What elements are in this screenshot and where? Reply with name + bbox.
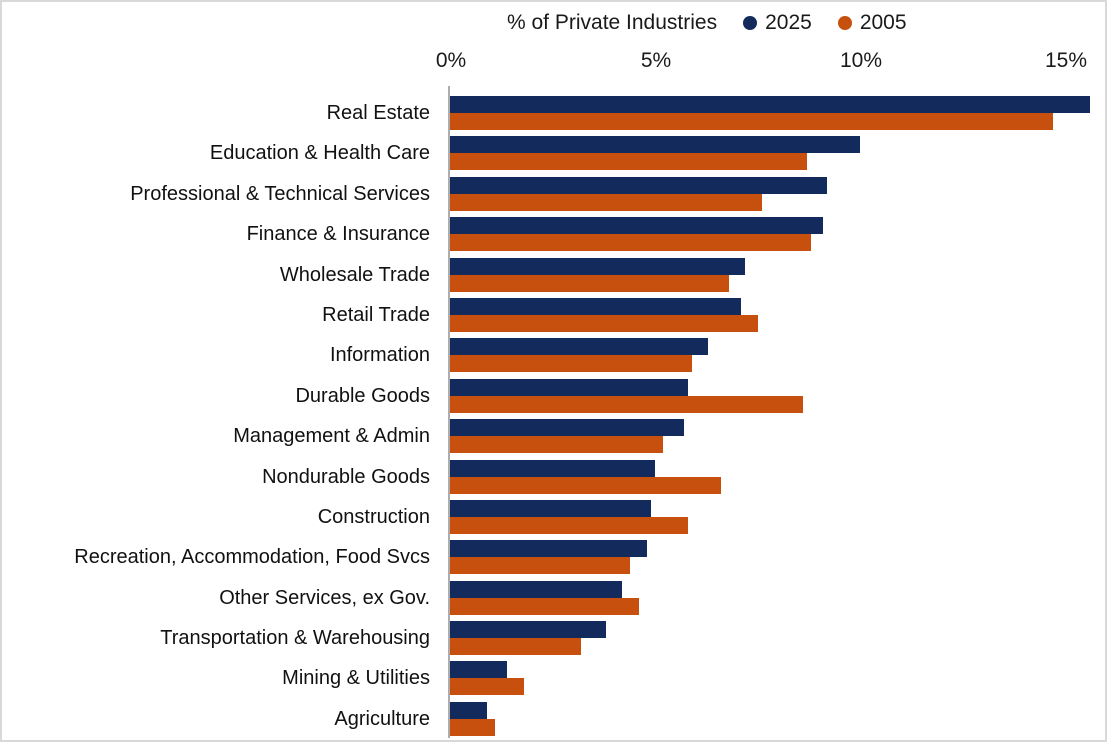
bar-2025 xyxy=(450,540,647,558)
chart-row: Management & Admin xyxy=(2,419,1105,459)
bar-2025 xyxy=(450,378,688,396)
legend-item-2005: 2005 xyxy=(837,11,907,35)
chart-row: Wholesale Trade xyxy=(2,257,1105,298)
chart-row: Agriculture xyxy=(2,701,1105,740)
category-label: Agriculture xyxy=(334,707,430,730)
chart-row: Finance & Insurance xyxy=(2,217,1105,257)
chart-row: Other Services, ex Gov. xyxy=(2,580,1105,621)
category-label: Other Services, ex Gov. xyxy=(219,586,430,609)
bar-2005 xyxy=(450,678,524,696)
chart-title: % of Private Industries xyxy=(507,11,718,34)
bar-2025 xyxy=(450,257,745,275)
bar-2005 xyxy=(450,476,721,494)
chart-row: Mining & Utilities xyxy=(2,661,1105,701)
chart-row: Durable Goods xyxy=(2,378,1105,419)
bar-2025 xyxy=(450,338,708,356)
bar-2005 xyxy=(450,113,1053,130)
axis-tick-label: 5% xyxy=(640,49,672,72)
legend-label-2005: 2005 xyxy=(859,11,907,34)
bar-2005 xyxy=(450,718,495,736)
bar-2025 xyxy=(450,580,622,598)
chart-row: Retail Trade xyxy=(2,297,1105,338)
plot-area: Real Estate Education & Health Care Profes… xyxy=(2,90,1105,740)
legend-item-2025: 2025 xyxy=(743,11,812,35)
chart-row: Recreation, Accommodation, Food Svcs xyxy=(2,540,1105,580)
bar-2005 xyxy=(450,638,581,656)
category-label: Professional & Technical Services xyxy=(130,182,430,205)
category-label: Wholesale Trade xyxy=(279,263,430,286)
bar-2005 xyxy=(450,597,639,615)
chart-row: Transportation & Warehousing xyxy=(2,621,1105,661)
bar-2005 xyxy=(450,395,803,413)
category-label: Construction xyxy=(317,505,430,528)
category-label: Retail Trade xyxy=(322,303,430,326)
category-label: Recreation, Accommodation, Food Svcs xyxy=(74,546,430,569)
legend-dot-2025 xyxy=(743,16,758,30)
chart-row: Nondurable Goods xyxy=(2,459,1105,500)
bar-2005 xyxy=(450,314,758,332)
bar-2025 xyxy=(450,459,655,477)
bar-2025 xyxy=(450,297,741,315)
bar-2005 xyxy=(450,355,692,373)
legend-label-2025: 2025 xyxy=(765,11,812,34)
bar-2005 xyxy=(450,153,807,171)
y-axis-line xyxy=(448,86,450,738)
chart-row: Information xyxy=(2,338,1105,378)
axis-tick-label: 15% xyxy=(1044,49,1088,72)
category-label: Information xyxy=(329,344,430,367)
axis-tick-label: 0% xyxy=(435,49,467,72)
bar-2025 xyxy=(450,176,827,194)
legend-dot-2005 xyxy=(837,16,852,30)
bar-2025 xyxy=(450,499,651,517)
chart-row: Professional & Technical Services xyxy=(2,176,1105,217)
bar-2005 xyxy=(450,274,729,292)
bar-2025 xyxy=(450,701,487,719)
bar-2025 xyxy=(450,136,860,154)
bar-2005 xyxy=(450,516,688,534)
chart-legend: % of Private Industries 2025 2005 xyxy=(507,11,907,35)
bar-2005 xyxy=(450,193,762,211)
category-label: Real Estate xyxy=(326,102,430,124)
category-label: Finance & Insurance xyxy=(246,223,430,246)
x-axis: 0% 5% 10% 15% xyxy=(2,49,1105,77)
category-label: Nondurable Goods xyxy=(262,465,430,488)
category-label: Education & Health Care xyxy=(209,142,430,165)
bar-2025 xyxy=(450,419,684,437)
bar-2025 xyxy=(450,621,606,639)
category-label: Transportation & Warehousing xyxy=(160,627,430,650)
bar-2005 xyxy=(450,557,630,575)
axis-tick-label: 10% xyxy=(839,49,883,72)
category-label: Management & Admin xyxy=(233,425,430,448)
bar-2025 xyxy=(450,661,507,679)
category-label: Mining & Utilities xyxy=(282,667,430,690)
bar-2025 xyxy=(450,217,823,235)
bar-2005 xyxy=(450,234,811,252)
chart-row: Construction xyxy=(2,499,1105,540)
chart-row: Real Estate xyxy=(2,96,1105,136)
chart-row: Education & Health Care xyxy=(2,136,1105,176)
bar-2025 xyxy=(450,96,1090,113)
bar-2005 xyxy=(450,436,663,454)
category-label: Durable Goods xyxy=(295,384,430,407)
